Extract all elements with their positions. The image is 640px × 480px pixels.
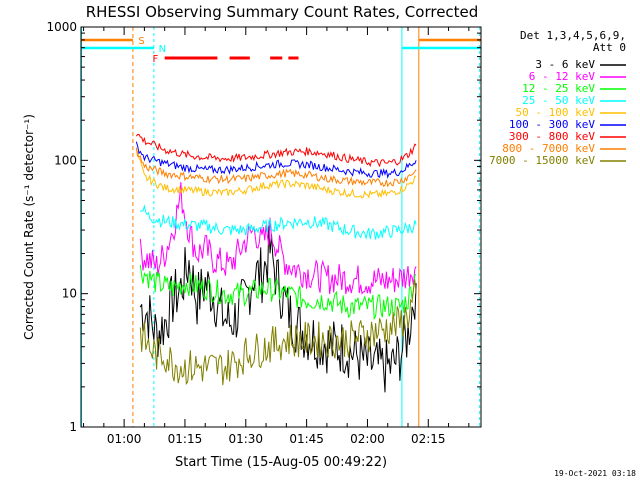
legend-entry-4: 50 - 100 keV — [516, 106, 596, 119]
flag-label-n: N — [159, 44, 166, 55]
series-line-3 — [140, 204, 417, 240]
chart-title: RHESSI Observing Summary Count Rates, Co… — [86, 3, 479, 21]
x-tick-label: 01:30 — [228, 432, 263, 446]
legend-entry-8: 7000 - 15000 keV — [489, 154, 595, 167]
legend-entry-2: 12 - 25 keV — [522, 82, 595, 95]
y-axis-label: Corrected Count Rate (s⁻¹ detector⁻¹) — [22, 114, 36, 340]
legend-header-line-2: Att 0 — [593, 41, 626, 54]
x-tick-label: 02:00 — [350, 432, 385, 446]
x-tick-label: 01:00 — [107, 432, 142, 446]
y-tick-label: 1 — [69, 420, 77, 434]
legend-entry-5: 100 - 300 keV — [509, 118, 595, 131]
flag-label-f: F — [153, 54, 159, 65]
legend-entry-3: 25 - 50 keV — [522, 94, 595, 107]
series-line-1 — [139, 182, 417, 295]
plot-frame — [80, 26, 482, 428]
x-tick-label: 01:15 — [168, 432, 203, 446]
series-line-8 — [139, 279, 417, 386]
series-line-6 — [135, 133, 417, 168]
legend-entry-6: 300 - 800 keV — [509, 130, 595, 143]
legend-header-line-1: Det 1,3,4,5,6,9, — [520, 29, 626, 42]
legend-entry-1: 6 - 12 keV — [529, 70, 596, 83]
plot-area: S NF 1 10 100 1000 01:00 01:15 01:30 01:45 02:00 02… — [46, 20, 481, 446]
legend-entry-0: 3 - 6 keV — [535, 58, 595, 71]
y-tick-label: 1000 — [46, 20, 77, 34]
x-axis-label: Start Time (15-Aug-05 00:49:22) — [175, 455, 387, 470]
footer-date: 19-Oct-2021 03:18 — [554, 469, 636, 478]
flag-label-s: S — [138, 36, 144, 47]
series-line-7 — [135, 147, 417, 188]
series-line-2 — [139, 264, 417, 321]
legend-entry-7: 800 - 7000 keV — [502, 142, 595, 155]
x-tick-label: 01:45 — [289, 432, 324, 446]
x-tick-label: 02:15 — [411, 432, 446, 446]
y-tick-label: 10 — [62, 287, 77, 301]
y-tick-label: 100 — [54, 153, 77, 167]
series-line-5 — [135, 141, 417, 180]
series-line-4 — [135, 149, 417, 199]
